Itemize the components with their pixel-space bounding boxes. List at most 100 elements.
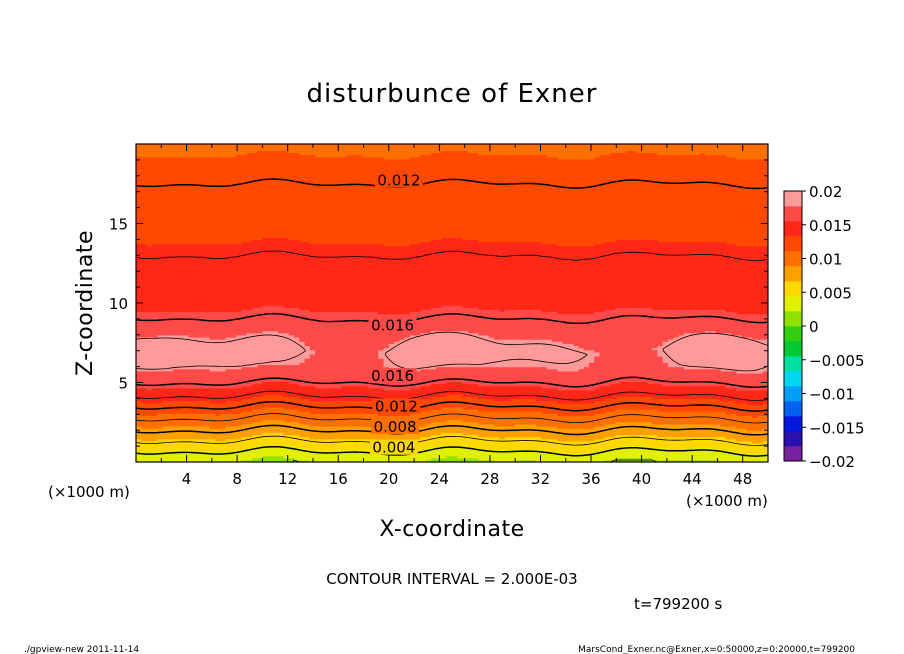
contour-fill-cell <box>467 457 474 461</box>
contour-fill-cell <box>483 447 490 450</box>
contour-fill-cell <box>499 447 506 450</box>
contour-fill-cell <box>457 449 464 452</box>
contour-fill-cell <box>662 451 669 455</box>
contour-fill-cell <box>236 445 242 448</box>
contour-fill-cell <box>573 447 579 450</box>
contour-fill-cell <box>246 449 253 452</box>
contour-fill-cell <box>689 447 695 450</box>
contour-fill-cell <box>667 451 674 455</box>
contour-fill-cell <box>325 455 332 459</box>
contour-fill-cell <box>399 455 406 459</box>
contour-fill-cell <box>404 457 411 461</box>
contour-fill-cell <box>720 457 727 461</box>
contour-fill-cell <box>620 459 627 462</box>
contour-fill-cell <box>699 457 706 461</box>
contour-fill-cell <box>136 451 142 455</box>
contour-fill-cell <box>720 451 727 455</box>
contour-fill-cell <box>178 447 184 450</box>
contour-fill-cell <box>415 459 421 462</box>
contour-fill-cell <box>536 459 543 462</box>
contour-fill-cell <box>315 455 321 459</box>
contour-fill-cell <box>420 449 427 452</box>
contour-fill-cell <box>225 449 232 452</box>
contour-fill-cell <box>736 457 743 461</box>
contour-fill-cell <box>199 457 206 461</box>
contour-fill-cell <box>441 451 448 455</box>
contour-fill-cell <box>225 453 232 457</box>
contour-fill-cell <box>762 447 768 450</box>
contour-fill-cell <box>209 449 216 452</box>
contour-fill-cell <box>246 451 253 455</box>
contour-fill-cell <box>367 455 374 459</box>
contour-fill-cell <box>262 453 269 457</box>
contour-fill-cell <box>536 449 543 452</box>
contour-fill-cell <box>762 449 768 452</box>
contour-fill-cell <box>546 457 553 461</box>
contour-fill-cell <box>415 447 421 450</box>
contour-fill-cell <box>625 449 632 452</box>
contour-fill-cell <box>172 453 179 457</box>
contour-fill-cell <box>183 449 190 452</box>
contour-fill-cell <box>157 457 163 461</box>
contour-fill-cell <box>567 457 574 461</box>
contour-fill-cell <box>420 451 427 455</box>
contour-fill-cell <box>546 453 553 457</box>
contour-fill-cell <box>578 447 585 450</box>
contour-fill-cell <box>315 449 321 452</box>
contour-fill-cell <box>557 455 564 459</box>
contour-fill-cell <box>383 459 390 462</box>
contour-fill-cell <box>204 449 211 452</box>
contour-fill-cell <box>220 457 227 461</box>
contour-fill-cell <box>636 457 643 461</box>
contour-fill-cell <box>204 457 211 461</box>
contour-fill-cell <box>704 447 711 450</box>
contour-fill-cell <box>420 453 427 457</box>
contour-fill-cell <box>615 451 622 455</box>
contour-fill-cell <box>373 453 379 457</box>
contour-fill-cell <box>483 453 490 457</box>
contour-fill-cell <box>178 457 184 461</box>
contour-fill-cell <box>362 455 369 459</box>
contour-fill-cell <box>251 457 258 461</box>
contour-fill-cell <box>515 451 522 455</box>
contour-fill-cell <box>420 457 427 461</box>
contour-fill-cell <box>399 457 406 461</box>
contour-fill-cell <box>141 459 148 462</box>
contour-fill-cell <box>436 451 443 455</box>
contour-fill-cell <box>583 449 590 452</box>
contour-fill-cell <box>236 449 242 452</box>
contour-fill-cell <box>699 455 706 459</box>
contour-fill-cell <box>515 447 522 450</box>
contour-fill-cell <box>357 455 364 459</box>
contour-fill-cell <box>304 455 311 459</box>
chart-title: disturbunce of Exner <box>307 79 598 109</box>
contour-fill-cell <box>193 457 200 461</box>
contour-fill-cell <box>446 457 453 461</box>
contour-fill-cell <box>662 447 669 450</box>
contour-fill-cell <box>683 453 690 457</box>
contour-fill-cell <box>588 449 595 452</box>
contour-fill-cell <box>288 445 295 448</box>
contour-fill-cell <box>367 453 374 457</box>
contour-fill-cell <box>309 445 316 448</box>
contour-fill-cell <box>346 457 353 461</box>
contour-fill-cell <box>436 453 443 457</box>
contour-fill-cell <box>320 455 327 459</box>
contour-fill-cell <box>272 447 279 450</box>
contour-fill-cell <box>278 459 285 462</box>
contour-fill-cell <box>567 451 574 455</box>
contour-fill-cell <box>699 459 706 462</box>
contour-fill-cell <box>288 459 295 462</box>
contour-fill-cell <box>257 445 263 448</box>
contour-fill-cell <box>546 459 553 462</box>
contour-fill-cell <box>357 447 364 450</box>
contour-fill-cell <box>136 455 142 459</box>
contour-fill-cell <box>467 453 474 457</box>
contour-fill-cell <box>357 453 364 457</box>
contour-fill-cell <box>294 451 300 455</box>
contour-fill-cell <box>725 453 732 457</box>
contour-fill-cell <box>757 455 764 459</box>
contour-fill-cell <box>731 447 737 450</box>
contour-fill-cell <box>215 449 221 452</box>
contour-fill-cell <box>172 445 179 448</box>
